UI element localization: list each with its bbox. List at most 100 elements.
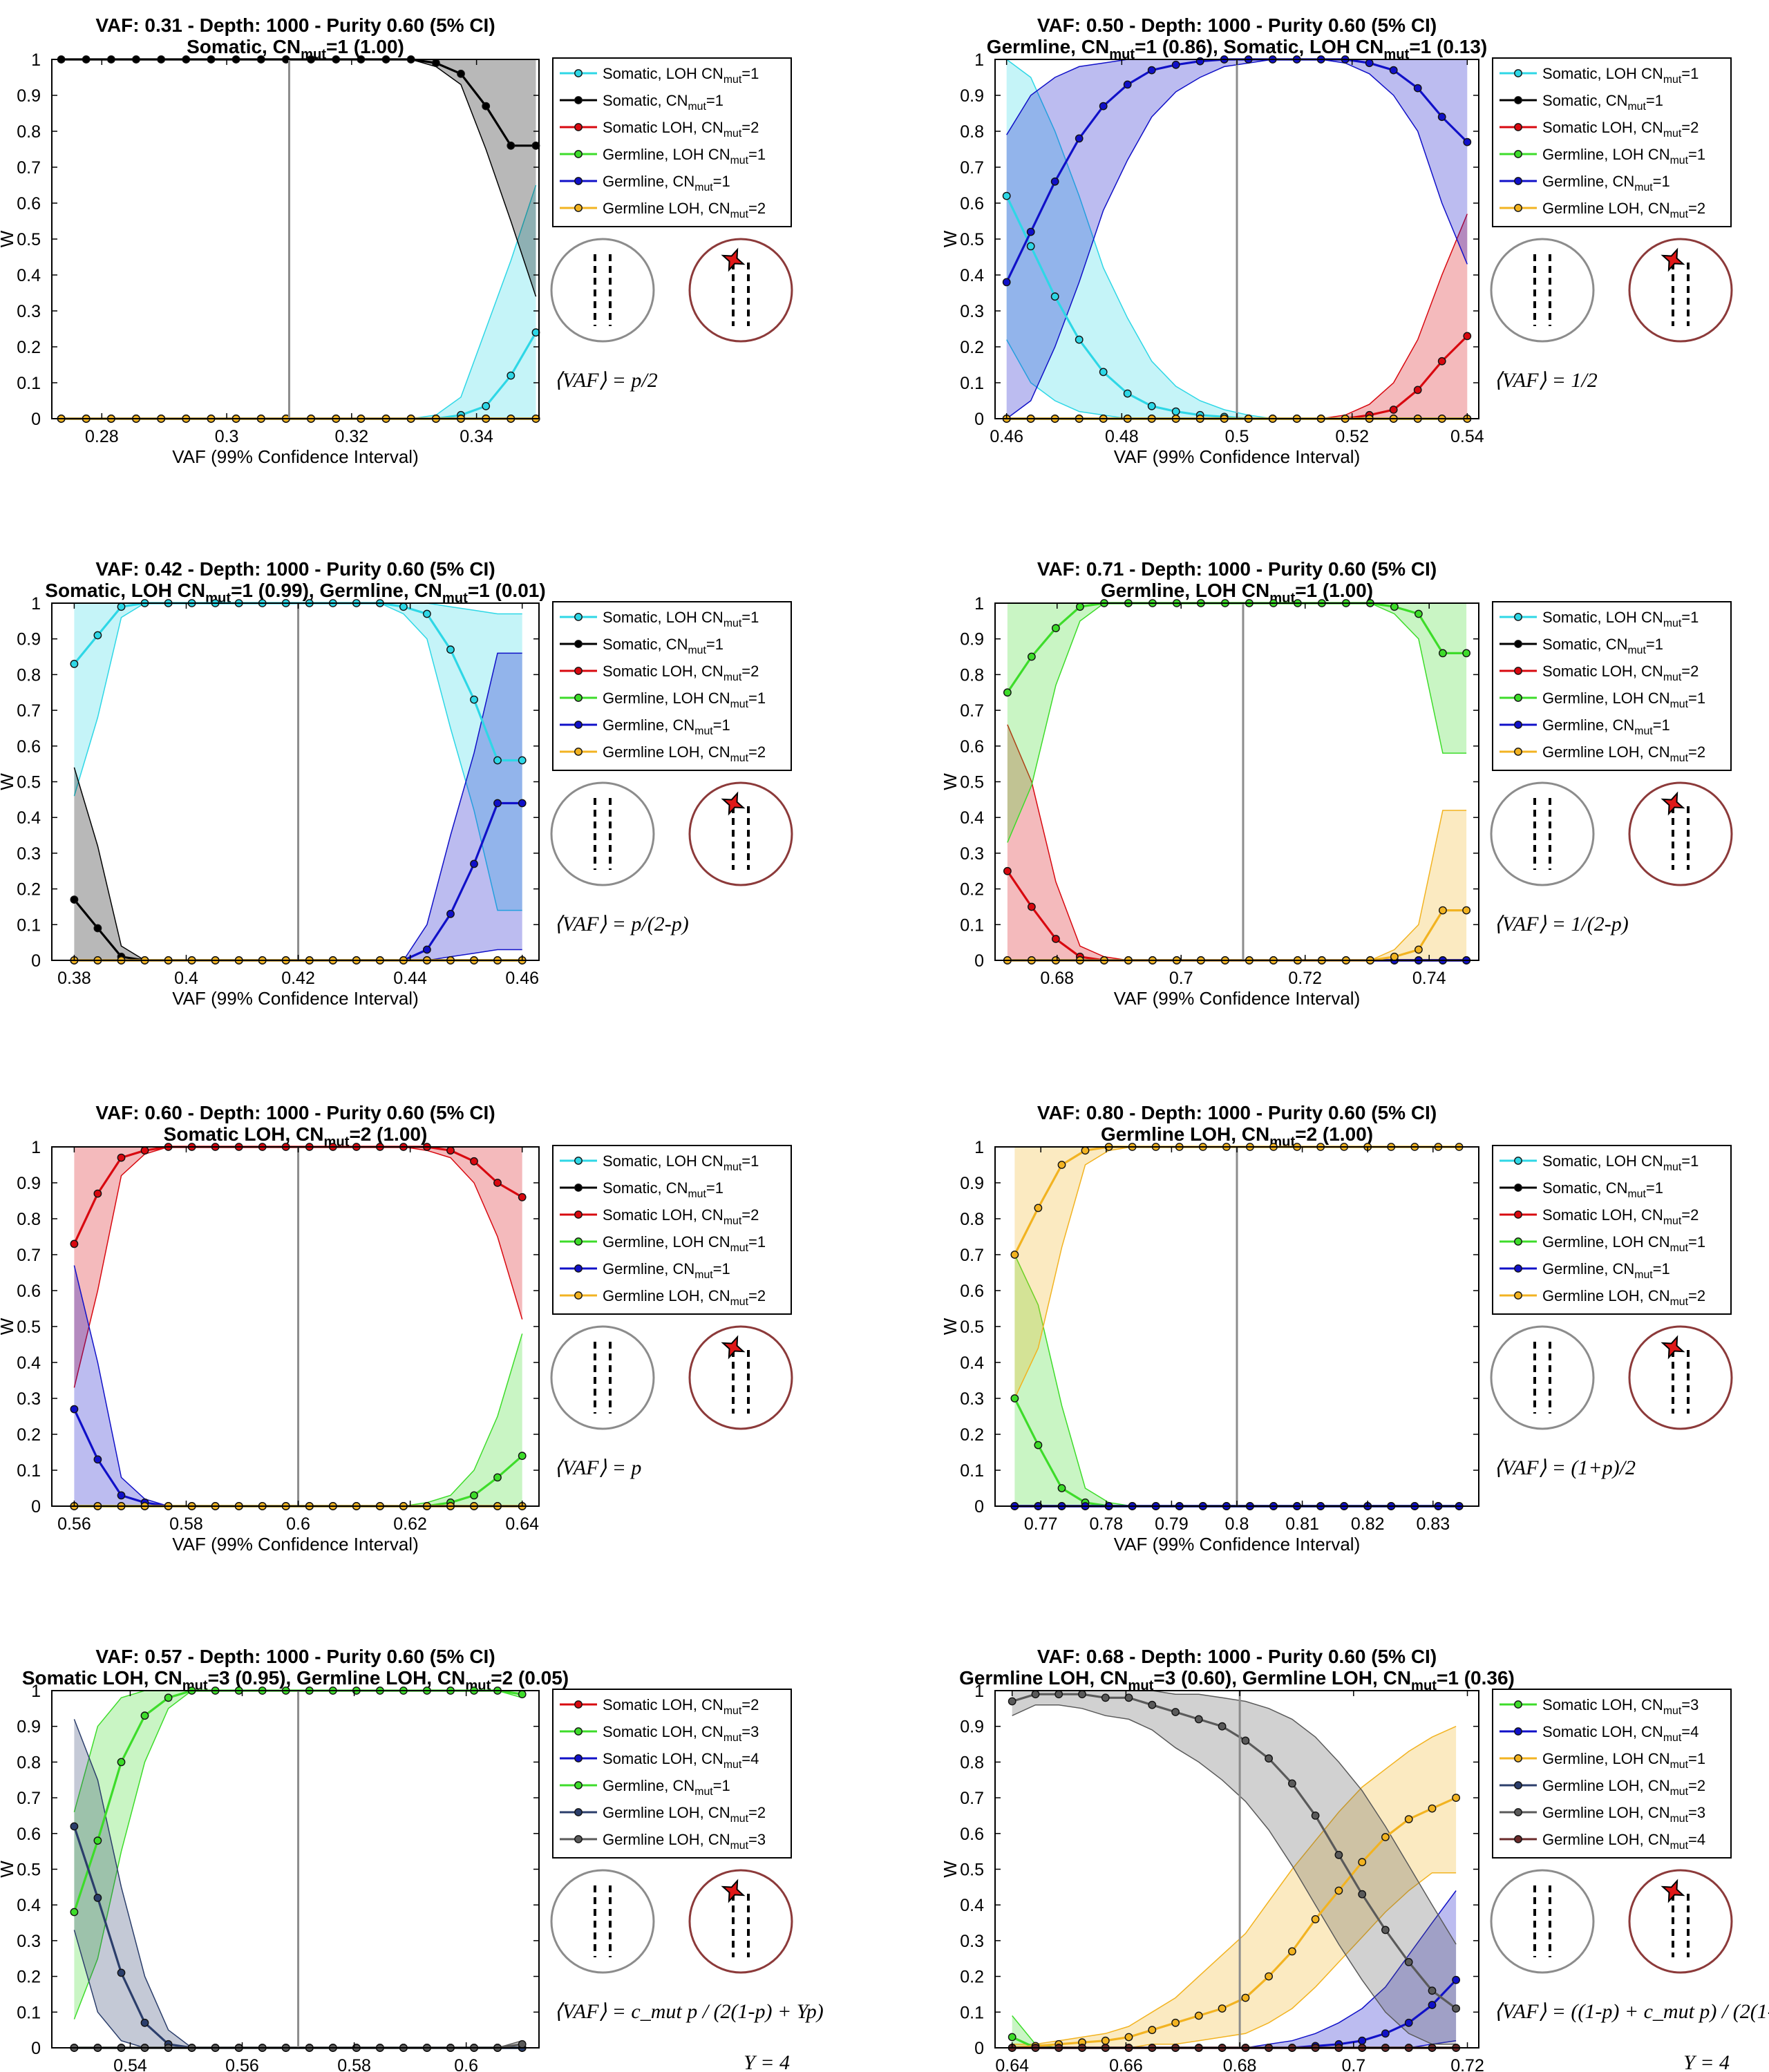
data-point: [1389, 66, 1398, 75]
y-tick-label: 0.7: [960, 1246, 984, 1265]
ci-lower-3: [1007, 602, 1467, 843]
chart-panel-5: VAF: 0.60 - Depth: 1000 - Purity 0.60 (5…: [0, 1102, 793, 1555]
legend-label: Somatic LOH, CNmut=4: [1542, 1723, 1699, 1744]
chart-title: VAF: 0.71 - Depth: 1000 - Purity 0.60 (5…: [1037, 558, 1437, 580]
data-point: [493, 1473, 502, 1482]
y-tick-label: 0.4: [17, 808, 41, 828]
data-point: [493, 756, 502, 765]
tumor-cell-icon: [1628, 1325, 1733, 1430]
data-point: [1334, 1886, 1343, 1895]
y-tick-label: 0.5: [17, 1861, 41, 1880]
y-tick-label: 0.9: [17, 86, 41, 106]
chart-subtitle: Germline LOH, CNmut=2 (1.00): [1101, 1123, 1373, 1150]
data-point: [1057, 1484, 1066, 1492]
x-tick-label: 0.8: [1225, 1514, 1249, 1534]
y-tick-label: 0.3: [960, 1932, 984, 1951]
data-point: [1052, 624, 1060, 633]
ci-band-3: [1014, 1255, 1459, 1506]
data-point: [70, 1822, 79, 1831]
y-tick-label: 0.8: [960, 1210, 984, 1229]
normal-cell-icon: [1490, 781, 1595, 886]
x-axis-label: VAF (99% Confidence Interval): [172, 1534, 418, 1555]
data-point: [1404, 1815, 1413, 1824]
legend-label: Germline, CNmut=1: [603, 1260, 730, 1281]
tumor-cell-icon: [688, 1869, 793, 1974]
x-tick-label: 0.62: [393, 1514, 427, 1534]
legend-label: Somatic, CNmut=1: [1542, 636, 1663, 656]
data-point: [1437, 357, 1446, 365]
y-tick-label: 0.7: [960, 701, 984, 721]
y-tick-label: 0.8: [17, 1753, 41, 1772]
data-point: [423, 945, 431, 954]
data-point: [1381, 1926, 1390, 1935]
data-point: [1076, 602, 1084, 611]
legend-swatch-marker: [574, 1184, 583, 1192]
data-point: [1241, 1736, 1250, 1745]
legend-swatch-marker: [574, 69, 583, 77]
formula-text: ⟨VAF⟩ = p/(2-p): [554, 913, 689, 935]
data-point: [70, 1405, 79, 1414]
x-tick-label: 0.64: [995, 2056, 1029, 2072]
data-point: [1365, 59, 1374, 68]
ci-band-1: [61, 59, 536, 297]
y-axis-label: W: [940, 1861, 961, 1878]
y-tick-label: 1: [31, 1682, 41, 1701]
data-point: [1034, 1441, 1043, 1450]
y-tick-label: 0.2: [960, 338, 984, 357]
legend-box: [552, 1689, 792, 1859]
legend-swatch-marker: [1514, 694, 1522, 702]
x-tick-label: 0.79: [1155, 1514, 1189, 1534]
data-point: [70, 1908, 79, 1917]
y-tick-label: 0.2: [17, 880, 41, 900]
legend-label: Somatic LOH, CNmut=2: [603, 1206, 759, 1227]
legend-label: Somatic, LOH CNmut=1: [1542, 1152, 1699, 1173]
y-tick-label: 0.4: [17, 1353, 41, 1373]
data-point: [1265, 1754, 1274, 1763]
y-tick-label: 0.8: [17, 1210, 41, 1229]
data-point: [1463, 137, 1472, 146]
x-axis-label: VAF (99% Confidence Interval): [172, 446, 418, 467]
data-point: [1099, 368, 1108, 377]
chart-subtitle: Germline, LOH CNmut=1 (1.00): [1101, 580, 1373, 606]
data-point: [470, 1491, 478, 1500]
y-tick-label: 0.1: [17, 2003, 41, 2022]
legend-swatch-marker: [1514, 177, 1522, 185]
legend-swatch-marker: [574, 748, 583, 756]
legend-label: Germline LOH, CNmut=2: [603, 1287, 766, 1308]
vaf-formula: ⟨VAF⟩ = p: [554, 1456, 641, 1479]
data-point: [1171, 407, 1180, 416]
y-tick-label: 0.9: [960, 1174, 984, 1193]
legend-swatch-marker: [1514, 721, 1522, 729]
legend-label: Somatic LOH, CNmut=2: [1542, 663, 1699, 683]
normal-cell-icon: [1490, 1325, 1595, 1430]
x-tick-label: 0.72: [1450, 2056, 1484, 2072]
y-tick-label: 0.9: [17, 1174, 41, 1193]
y-tick-label: 0.3: [17, 1932, 41, 1951]
y-tick-label: 0.4: [960, 1896, 984, 1915]
data-point: [1334, 1850, 1343, 1859]
data-point: [1026, 227, 1035, 236]
legend-label: Germline, LOH CNmut=1: [603, 1233, 766, 1254]
legend-box: [552, 57, 792, 227]
data-point: [470, 859, 478, 868]
data-point: [1002, 278, 1011, 287]
data-point: [93, 1189, 102, 1198]
data-point: [1218, 1722, 1227, 1731]
data-point: [1003, 866, 1012, 875]
data-point: [1054, 1690, 1063, 1699]
y-tick-label: 0.8: [960, 122, 984, 142]
data-point: [1123, 80, 1132, 89]
legend-label: Somatic, CNmut=1: [603, 92, 723, 113]
legend-label: Somatic LOH, CNmut=3: [603, 1723, 759, 1744]
legend-label: Somatic, LOH CNmut=1: [1542, 609, 1699, 629]
legend-label: Somatic LOH, CNmut=2: [603, 1696, 759, 1717]
x-tick-label: 0.68: [1040, 969, 1074, 988]
vaf-formula: ⟨VAF⟩ = 1/(2-p): [1494, 913, 1629, 935]
y-tick-label: 0.4: [17, 1896, 41, 1915]
x-tick-label: 0.77: [1024, 1514, 1058, 1534]
chart-title: VAF: 0.31 - Depth: 1000 - Purity 0.60 (5…: [95, 15, 495, 36]
legend-label: Germline, LOH CNmut=1: [1542, 1233, 1705, 1254]
data-point: [1358, 1890, 1367, 1899]
data-point: [1288, 1779, 1296, 1788]
data-point: [1452, 1975, 1461, 1984]
